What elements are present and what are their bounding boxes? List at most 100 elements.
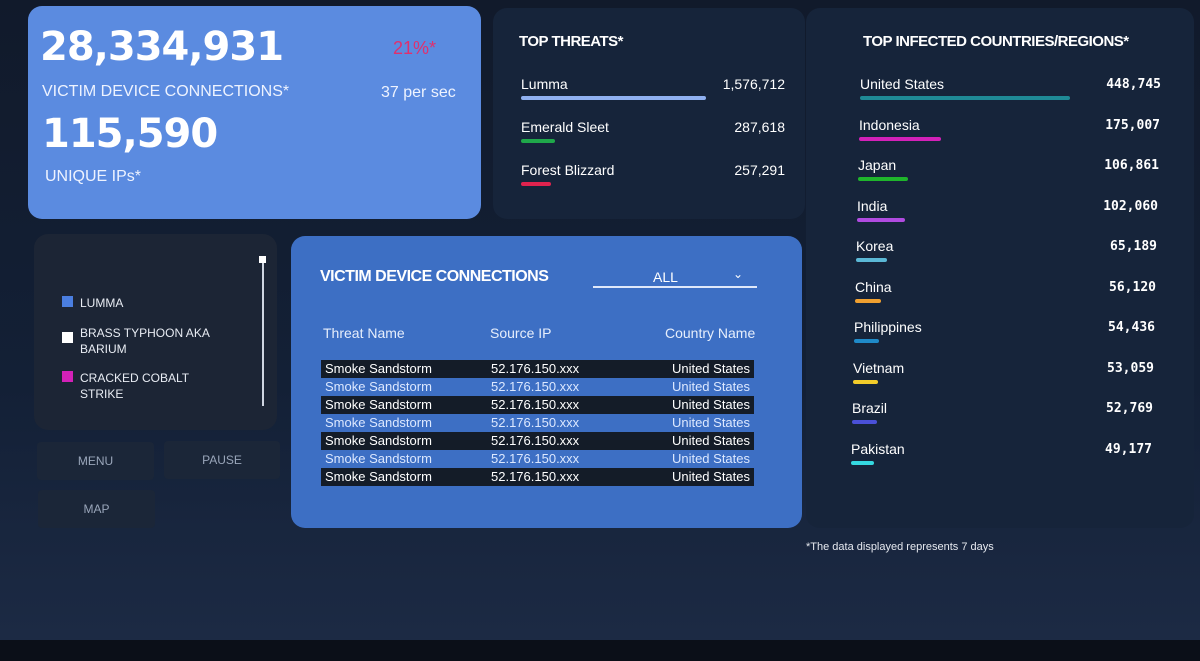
- source-ip-cell: 52.176.150.xxx: [491, 415, 580, 430]
- country-name: Korea: [856, 238, 894, 254]
- threat-name-cell: Smoke Sandstorm: [325, 451, 432, 466]
- country-value: 52,769: [1106, 401, 1153, 416]
- country-cell: United States: [647, 432, 754, 450]
- country-bar: [859, 136, 941, 141]
- threat-name-cell: Smoke Sandstorm: [325, 415, 432, 430]
- legend-checkbox[interactable]: [62, 296, 73, 307]
- threat-name-cell: Smoke Sandstorm: [321, 396, 487, 414]
- country-bar: [860, 96, 1070, 100]
- top-threats-title: TOP THREATS*: [519, 33, 624, 50]
- pause-button[interactable]: PAUSE: [164, 441, 280, 479]
- rate-per-sec: 37 per sec: [381, 84, 456, 101]
- country-cell: United States: [647, 396, 754, 414]
- column-header-source-ip[interactable]: Source IP: [490, 325, 552, 341]
- threat-value: 257,291: [734, 162, 785, 178]
- legend-scroll-handle[interactable]: [259, 256, 266, 263]
- country-name: China: [855, 278, 892, 295]
- country-cell: United States: [671, 379, 750, 394]
- country-bar: [857, 217, 905, 222]
- threat-name-cell: Smoke Sandstorm: [321, 360, 487, 378]
- stats-card: 28,334,931 VICTIM DEVICE CONNECTIONS* 21…: [28, 6, 481, 219]
- table-row[interactable]: Smoke Sandstorm 52.176.150.xxx United Stat…: [321, 396, 754, 414]
- chevron-down-icon: ⌄: [733, 267, 744, 281]
- connections-table-panel: VICTIM DEVICE CONNECTIONS ALL ⌄ Threat N…: [291, 236, 802, 528]
- column-header-threat-name[interactable]: Threat Name: [323, 325, 405, 341]
- table-row[interactable]: Smoke Sandstorm 52.176.150.xxx United Stat…: [321, 378, 754, 396]
- table-row[interactable]: Smoke Sandstorm 52.176.150.xxx United Stat…: [321, 468, 754, 486]
- connections-table: Smoke Sandstorm 52.176.150.xxx United Stat…: [321, 360, 754, 486]
- dashboard-screen: 28,334,931 VICTIM DEVICE CONNECTIONS* 21…: [0, 0, 1200, 640]
- country-cell: United States: [647, 360, 754, 378]
- country-bar: [858, 177, 908, 181]
- top-countries-panel: TOP INFECTED COUNTRIES/REGIONS* United S…: [806, 8, 1194, 528]
- legend-panel: LUMMA BRASS TYPHOON AKA BARIUM CRACKED COB…: [34, 234, 277, 430]
- country-name: India: [857, 197, 888, 214]
- connections-table-title: VICTIM DEVICE CONNECTIONS: [320, 268, 549, 285]
- country-value: 49,177: [1105, 441, 1152, 457]
- country-bar: [852, 420, 877, 424]
- threat-name: Forest Blizzard: [521, 162, 615, 178]
- legend-label: CRACKED COBALT STRIKE: [80, 371, 189, 401]
- footnote: *The data displayed represents 7 days: [806, 541, 994, 553]
- threat-filter-dropdown[interactable]: ALL ⌄: [593, 266, 757, 288]
- country-value: 53,059: [1107, 360, 1154, 376]
- country-bar: [855, 298, 882, 303]
- country-name: Pakistan: [851, 440, 905, 457]
- legend-checkbox[interactable]: [62, 371, 73, 382]
- table-row[interactable]: Smoke Sandstorm 52.176.150.xxx United Stat…: [321, 360, 754, 378]
- threat-value: 1,576,712: [722, 76, 785, 92]
- threat-name: Lumma: [521, 76, 568, 92]
- source-ip-cell: 52.176.150.xxx: [487, 468, 647, 486]
- country-name: Philippines: [854, 319, 922, 335]
- source-ip-cell: 52.176.150.xxx: [491, 451, 580, 466]
- connections-count: 28,334,931: [40, 24, 284, 70]
- legend-label: BRASS TYPHOON AKA BARIUM: [80, 326, 210, 356]
- country-cell: United States: [647, 468, 754, 486]
- country-cell: United States: [671, 451, 750, 466]
- country-bar: [851, 460, 874, 465]
- country-bar: [853, 379, 878, 384]
- country-name: Brazil: [852, 400, 888, 416]
- threat-filter-value: ALL: [653, 269, 678, 285]
- source-ip-cell: 52.176.150.xxx: [487, 360, 647, 378]
- map-button[interactable]: MAP: [38, 490, 155, 528]
- table-row[interactable]: Smoke Sandstorm 52.176.150.xxx United Stat…: [321, 414, 754, 432]
- country-bar: [854, 339, 880, 343]
- top-countries-title: TOP INFECTED COUNTRIES/REGIONS*: [863, 33, 1129, 50]
- threat-name: Emerald Sleet: [521, 119, 609, 135]
- legend-scrollbar[interactable]: [262, 258, 264, 406]
- threat-bar: [521, 139, 555, 143]
- column-header-country-name[interactable]: Country Name: [665, 325, 756, 341]
- legend-checkbox[interactable]: [62, 332, 73, 343]
- country-name: Japan: [858, 157, 897, 173]
- legend-label: LUMMA: [80, 296, 124, 310]
- threat-name-cell: Smoke Sandstorm: [321, 432, 487, 450]
- change-percent: 21%*: [393, 38, 437, 58]
- country-value: 102,060: [1103, 198, 1158, 214]
- country-cell: United States: [671, 415, 750, 430]
- country-name: Vietnam: [853, 359, 905, 376]
- threat-value: 287,618: [734, 119, 785, 135]
- unique-ips-count: 115,590: [42, 111, 218, 157]
- threat-name-cell: Smoke Sandstorm: [321, 468, 487, 486]
- country-value: 175,007: [1105, 117, 1160, 133]
- country-value: 448,745: [1106, 77, 1161, 92]
- source-ip-cell: 52.176.150.xxx: [491, 379, 580, 394]
- country-value: 106,861: [1104, 158, 1159, 173]
- menu-button[interactable]: MENU: [37, 442, 154, 480]
- country-value: 65,189: [1110, 239, 1157, 254]
- threat-bar: [521, 182, 552, 186]
- unique-ips-label: UNIQUE IPs*: [45, 168, 142, 185]
- table-row[interactable]: Smoke Sandstorm 52.176.150.xxx United Stat…: [321, 450, 754, 468]
- country-name: Indonesia: [859, 116, 920, 133]
- table-row[interactable]: Smoke Sandstorm 52.176.150.xxx United Stat…: [321, 432, 754, 450]
- connections-label: VICTIM DEVICE CONNECTIONS*: [42, 83, 290, 100]
- source-ip-cell: 52.176.150.xxx: [487, 432, 647, 450]
- source-ip-cell: 52.176.150.xxx: [487, 396, 647, 414]
- top-threats-panel: TOP THREATS* Lumma 1,576,712 Emerald Sleet…: [493, 8, 805, 219]
- threat-name-cell: Smoke Sandstorm: [325, 379, 432, 394]
- country-value: 56,120: [1109, 279, 1156, 295]
- threat-bar: [521, 96, 706, 100]
- country-bar: [856, 258, 887, 262]
- country-value: 54,436: [1108, 320, 1155, 335]
